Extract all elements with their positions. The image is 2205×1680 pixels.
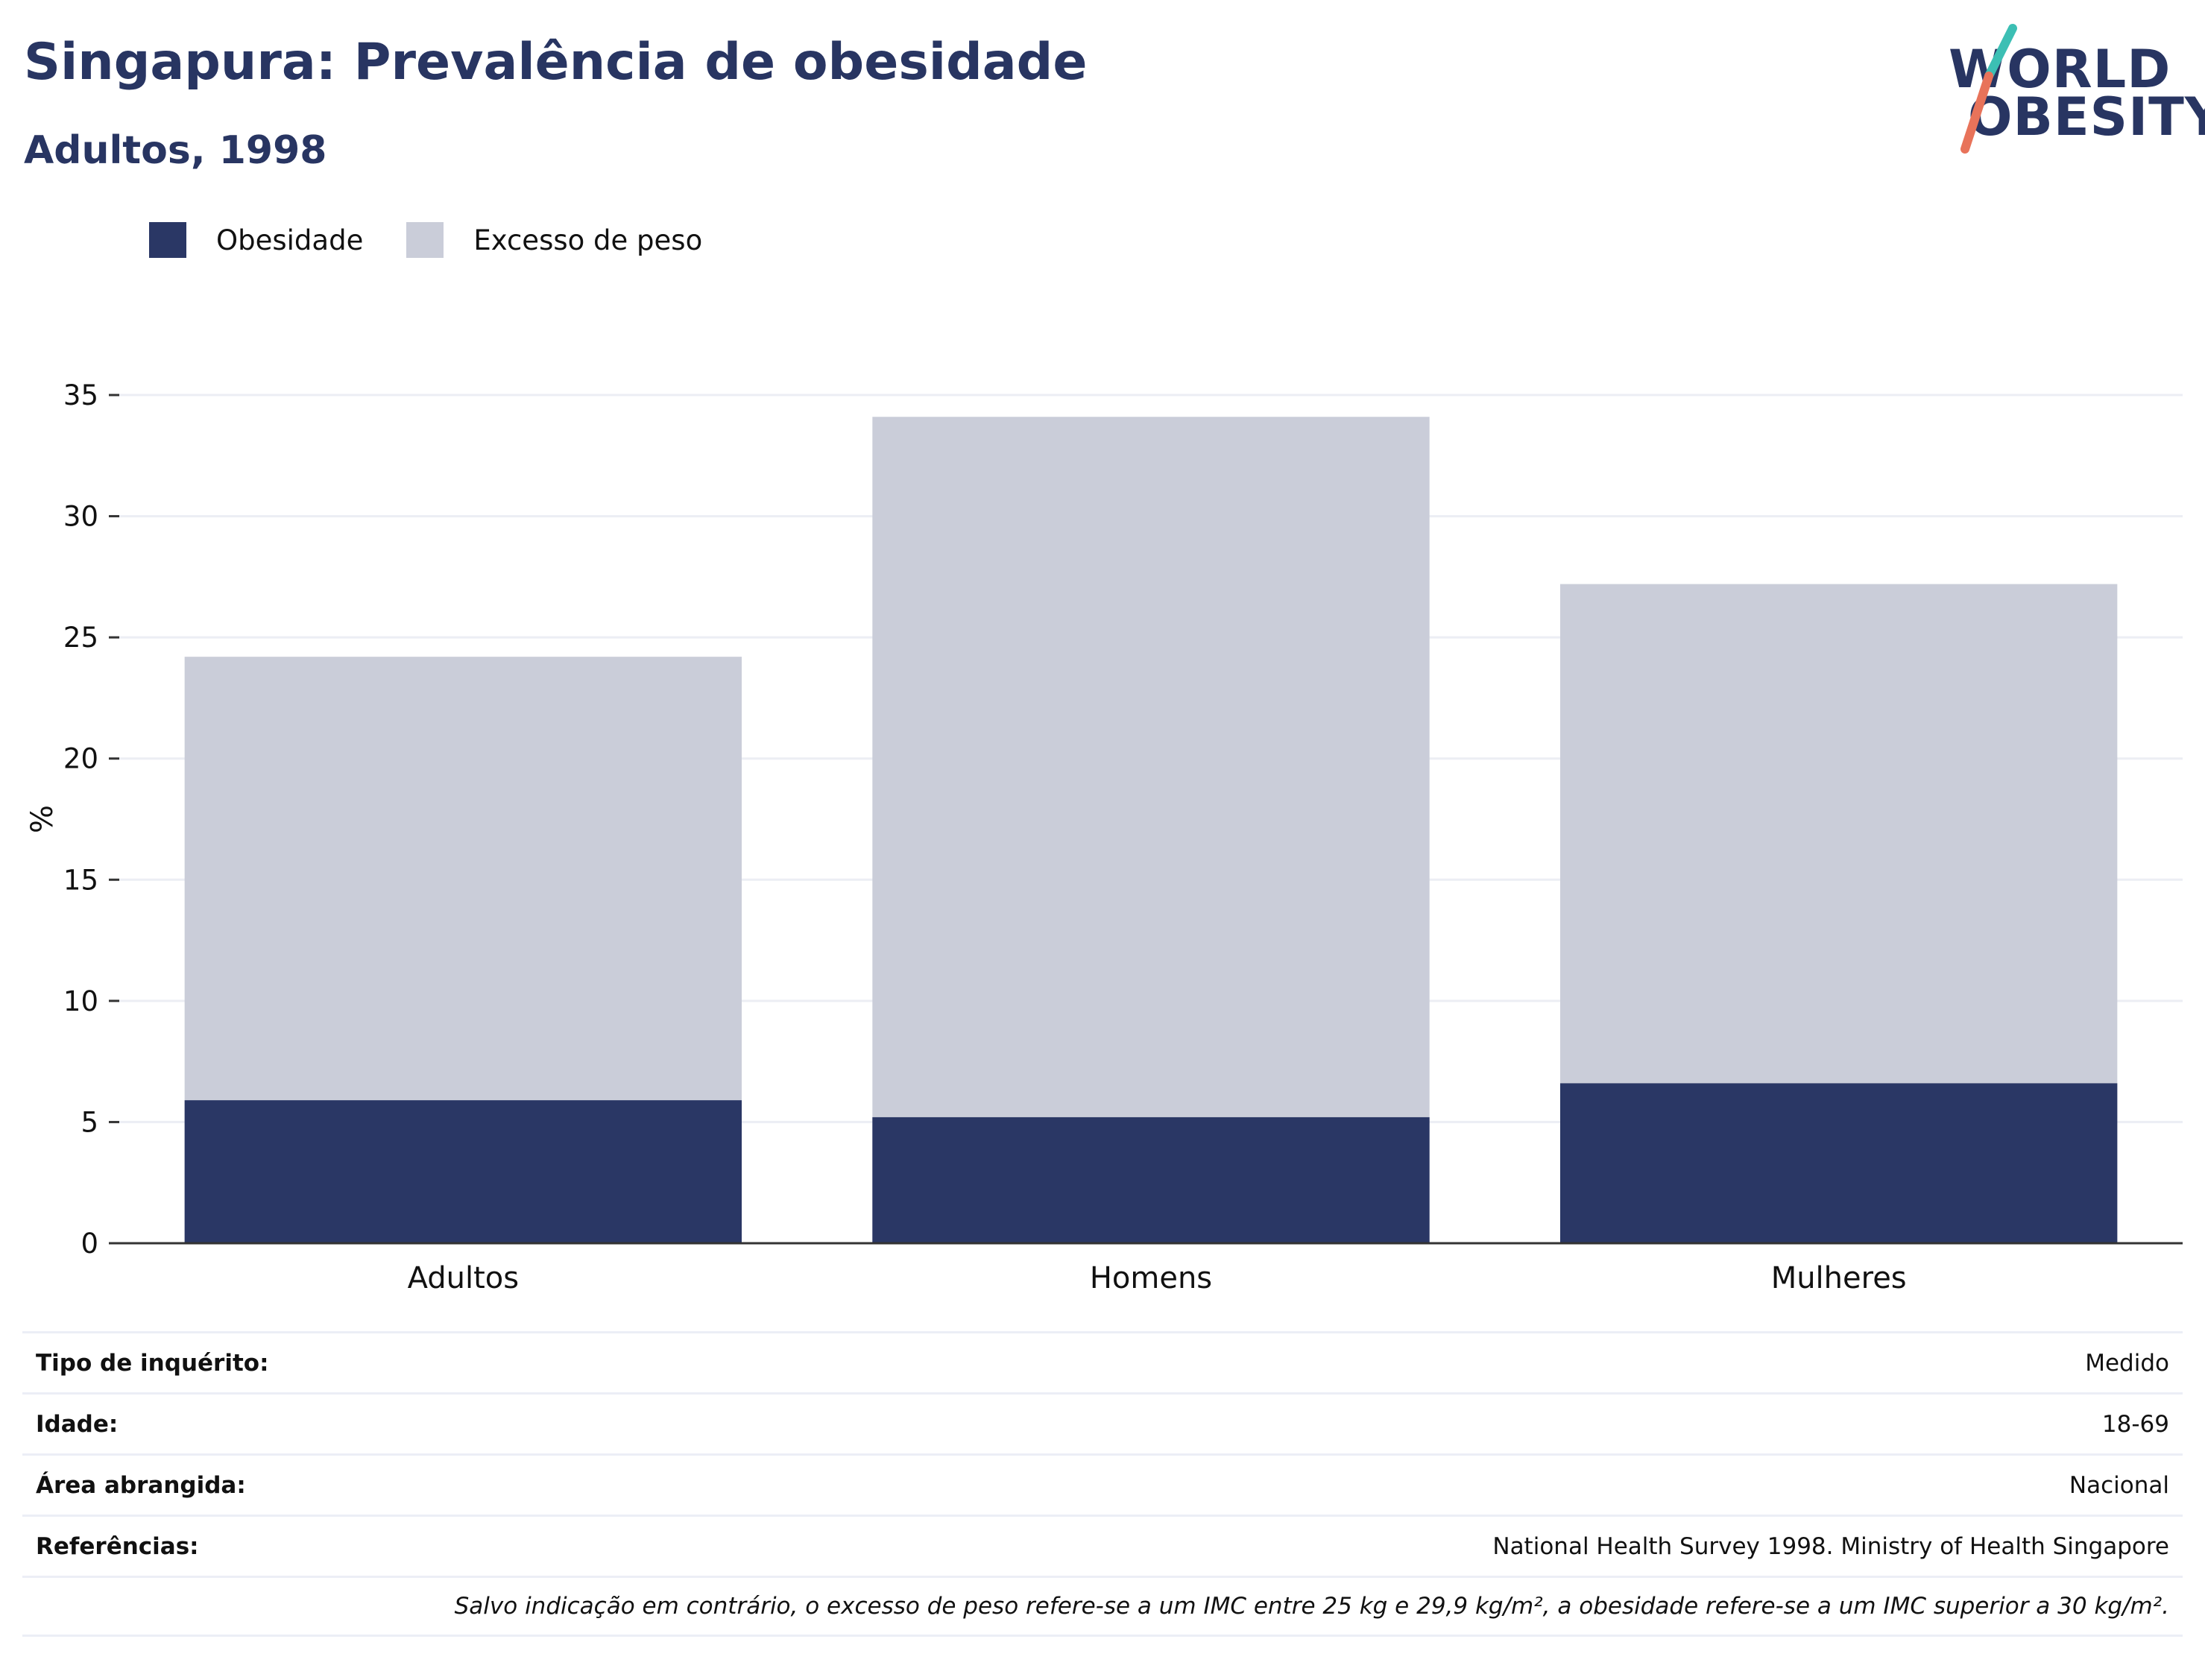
bmi-definition-note: Salvo indicação em contrário, o excesso … (22, 1576, 2183, 1637)
logo-slash-icon (1960, 24, 2017, 154)
logo-slash-coral (1960, 72, 1993, 154)
y-tick-label: 30 (63, 501, 98, 533)
chart-legend: Obesidade Excesso de peso (149, 222, 745, 258)
info-label: Área abrangida: (36, 1471, 246, 1499)
y-tick-label: 5 (81, 1106, 98, 1138)
y-tick-label: 0 (81, 1228, 98, 1260)
bar-obesity (872, 1117, 1430, 1243)
world-obesity-logo: WORLD OBESITY (1938, 22, 2205, 157)
legend-swatch-overweight (406, 222, 444, 258)
info-label: Referências: (36, 1532, 199, 1560)
info-label: Tipo de inquérito: (36, 1349, 269, 1377)
bar-overweight (872, 417, 1430, 1243)
bar-chart: 0 5 10 15 20 25 30 35% Adultos Homens Mulheres (25, 379, 2183, 1295)
y-tick-label: 15 (63, 864, 98, 896)
info-value: Nacional (2069, 1471, 2169, 1499)
legend-item-obesity[interactable]: Obesidade (149, 222, 363, 258)
legend-label-overweight: Excesso de peso (473, 224, 703, 256)
x-tick-label: Adultos (408, 1261, 520, 1295)
x-tick-label: Homens (1090, 1261, 1212, 1295)
survey-info-table: Tipo de inquérito: Medido Idade: 18-69 Á… (22, 1331, 2183, 1637)
chart-subtitle: Adultos, 1998 (24, 128, 327, 173)
info-value: National Health Survey 1998. Ministry of… (1492, 1532, 2169, 1560)
info-row-age: Idade: 18-69 (22, 1392, 2183, 1453)
y-axis-label: % (25, 805, 60, 833)
info-row-references: Referências: National Health Survey 1998… (22, 1515, 2183, 1576)
y-tick-label: 10 (63, 985, 98, 1017)
info-label: Idade: (36, 1410, 119, 1438)
bar-obesity (184, 1100, 742, 1243)
y-tick-label: 20 (63, 743, 98, 775)
info-value: Medido (2085, 1349, 2169, 1377)
logo-line-2: OBESITY (1968, 86, 2205, 148)
y-tick-label: 35 (63, 379, 98, 411)
logo-slash-teal (1984, 24, 2017, 80)
info-row-survey-type: Tipo de inquérito: Medido (22, 1331, 2183, 1392)
legend-label-obesity: Obesidade (216, 224, 364, 256)
chart-title: Singapura: Prevalência de obesidade (24, 33, 1088, 92)
bar-obesity (1559, 1083, 2118, 1243)
y-tick-label: 25 (63, 622, 98, 654)
info-row-area: Área abrangida: Nacional (22, 1453, 2183, 1515)
info-value: 18-69 (2101, 1410, 2169, 1438)
x-tick-label: Mulheres (1771, 1261, 1907, 1295)
legend-item-overweight[interactable]: Excesso de peso (406, 222, 702, 258)
legend-swatch-obesity (149, 222, 186, 258)
